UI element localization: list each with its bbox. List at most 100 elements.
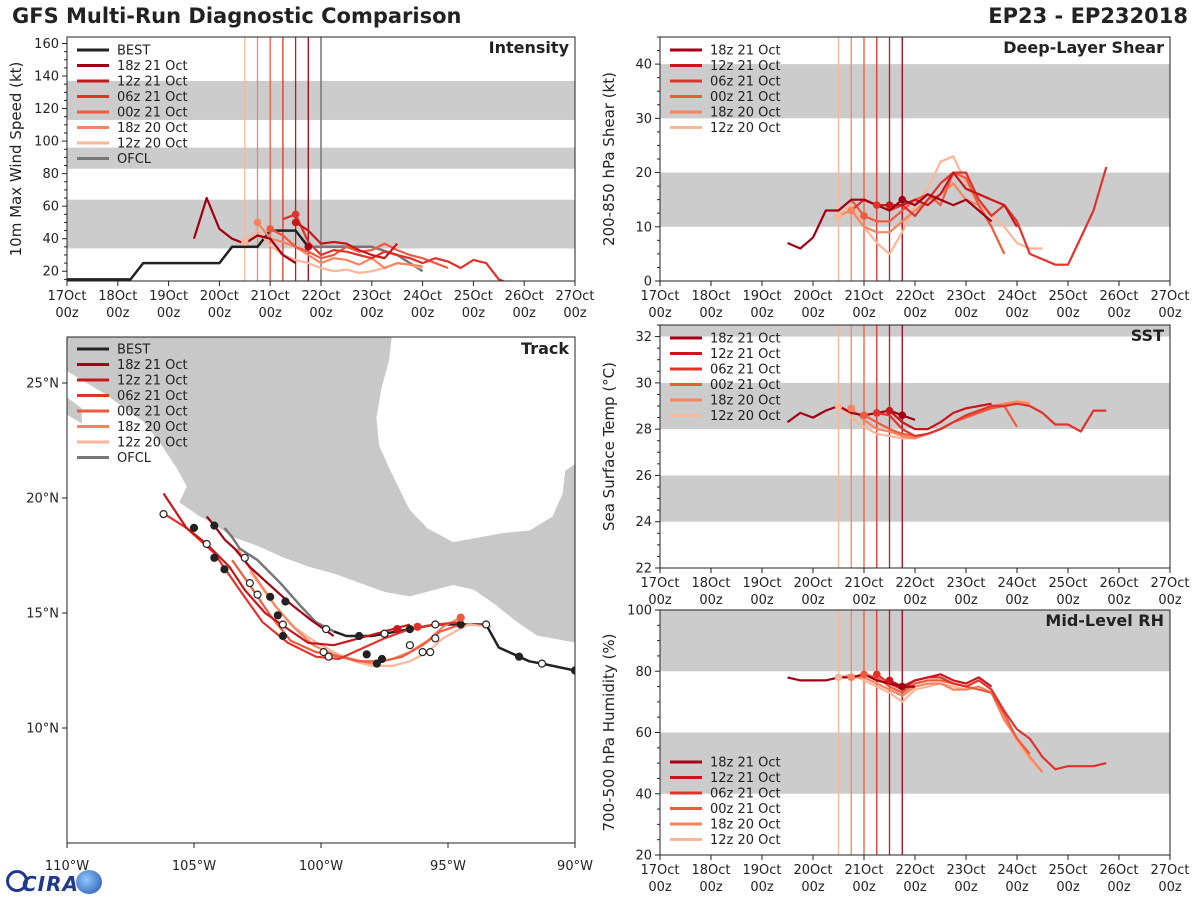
y-axis-label: Sea Surface Temp (°C)	[600, 362, 618, 531]
y-tick-label: 40	[635, 787, 652, 802]
init-marker	[847, 404, 856, 413]
x-tick-label: 00z	[954, 880, 978, 895]
x-tick-label: 27Oct	[1150, 576, 1189, 591]
track-position-dot	[245, 578, 254, 588]
init-marker	[898, 682, 907, 691]
storm-id: EP23 - EP232018	[988, 4, 1188, 28]
lon-tick-label: 105°W	[172, 859, 216, 874]
x-tick-label: 00z	[648, 593, 672, 608]
legend-label: 18z 21 Oct	[710, 332, 781, 347]
legend-label: 00z 21 Oct	[117, 405, 188, 420]
track-position-dot	[220, 565, 229, 574]
legend-label: 00z 21 Oct	[710, 90, 781, 105]
track-position-dot	[362, 650, 371, 659]
x-tick-label: 20Oct	[793, 863, 832, 878]
legend-label: 12z 20 Oct	[117, 436, 188, 451]
x-tick-label: 19Oct	[742, 576, 781, 591]
panel-title: SST	[1131, 326, 1164, 345]
init-marker	[834, 402, 843, 410]
track-position-dot	[482, 620, 491, 629]
init-marker	[872, 409, 881, 417]
x-tick-label: 22Oct	[895, 576, 934, 591]
x-tick-label: 24Oct	[997, 289, 1036, 304]
y-axis-label: 10m Max Wind Speed (kt)	[7, 62, 25, 257]
x-tick-label: 20Oct	[200, 289, 239, 304]
y-tick-label: 20	[635, 849, 652, 864]
x-tick-label: 24Oct	[997, 576, 1036, 591]
x-tick-label: 00z	[801, 306, 825, 321]
legend-label: 18z 21 Oct	[117, 59, 188, 74]
x-tick-label: 00z	[1005, 593, 1029, 608]
x-tick-label: 00z	[1005, 306, 1029, 321]
x-tick-label: 00z	[1056, 880, 1080, 895]
x-tick-label: 21Oct	[251, 289, 290, 304]
init-marker	[885, 201, 894, 209]
legend-label: 00z 21 Oct	[117, 106, 188, 121]
y-tick-label: 10	[635, 220, 652, 235]
y-tick-label: 100	[627, 604, 652, 619]
panel-title: Track	[521, 339, 569, 358]
legend-label: 06z 21 Oct	[117, 90, 188, 105]
panel-track: 110°W 105°W 100°W 95°W 90°W 10°N 15°N 20°N 25°N T…	[26, 336, 593, 874]
legend-label: 12z 20 Oct	[710, 121, 781, 136]
x-tick-label: 21Oct	[844, 289, 883, 304]
x-tick-label: 18Oct	[691, 863, 730, 878]
y-tick-label: 100	[34, 135, 59, 150]
track-position-dot	[159, 509, 168, 519]
shade-band	[660, 382, 1170, 430]
x-tick-label: 22Oct	[895, 289, 934, 304]
track-position-dot	[456, 620, 465, 629]
x-tick-label: 00z	[750, 306, 774, 321]
x-tick-label: 22Oct	[301, 289, 340, 304]
x-tick-label: 25Oct	[1048, 576, 1087, 591]
x-tick-label: 20Oct	[793, 576, 832, 591]
track-position-dot	[273, 611, 282, 620]
track-position-dot	[189, 523, 199, 533]
y-axis-label: 700-500 hPa Humidity (%)	[600, 633, 618, 831]
x-tick-label: 00z	[699, 593, 723, 608]
y-tick-label: 20	[635, 166, 652, 181]
x-tick-label: 23Oct	[352, 289, 391, 304]
y-tick-label: 140	[34, 70, 59, 85]
x-tick-label: 26Oct	[505, 289, 544, 304]
x-tick-label: 19Oct	[742, 289, 781, 304]
legend-label: 18z 20 Oct	[710, 818, 781, 833]
y-tick-label: 28	[635, 423, 652, 438]
track-position-dot	[405, 641, 414, 650]
y-tick-label: 22	[635, 562, 652, 577]
y-tick-label: 0	[644, 275, 652, 290]
legend-label: 18z 21 Oct	[710, 44, 781, 59]
lat-tick-label: 25°N	[26, 377, 59, 392]
legend-label: OFCL	[117, 451, 152, 466]
x-tick-label: 00z	[1158, 306, 1182, 321]
x-tick-label: 00z	[1056, 306, 1080, 321]
x-tick-label: 21Oct	[844, 863, 883, 878]
legend-label: 06z 21 Oct	[710, 363, 781, 378]
x-tick-label: 00z	[903, 306, 927, 321]
logo-swirl-icon	[76, 870, 102, 894]
x-tick-label: 00z	[801, 593, 825, 608]
init-marker	[834, 212, 843, 220]
x-tick-label: 17Oct	[640, 576, 679, 591]
series-line-00z-21-oct	[863, 673, 1031, 755]
init-marker	[860, 411, 868, 420]
lon-tick-label: 100°W	[299, 859, 343, 874]
x-tick-label: 00z	[259, 306, 283, 321]
plot-area	[67, 37, 575, 281]
y-axis-label: 200-850 hPa Shear (kt)	[600, 72, 618, 246]
legend-label: 18z 20 Oct	[710, 394, 781, 409]
series-line-12z-21-oct	[889, 673, 993, 688]
panel-rh: 20 40 60 80 100 17Oct 00z 18Oct 00z 19Oct 00z 20Oct…	[600, 604, 1190, 896]
init-marker	[834, 673, 843, 682]
track-position-dot	[372, 659, 381, 668]
init-marker	[847, 673, 856, 682]
x-tick-label: 00z	[648, 880, 672, 895]
x-tick-label: 26Oct	[1099, 289, 1138, 304]
x-tick-label: 27Oct	[555, 289, 594, 304]
series-line-00z-21-oct	[269, 227, 449, 270]
x-tick-label: 00z	[411, 306, 435, 321]
x-tick-label: 27Oct	[1150, 863, 1189, 878]
legend-label: 12z 21 Oct	[710, 59, 781, 74]
init-marker	[898, 411, 907, 420]
cira-logo: CIRA	[6, 868, 106, 896]
